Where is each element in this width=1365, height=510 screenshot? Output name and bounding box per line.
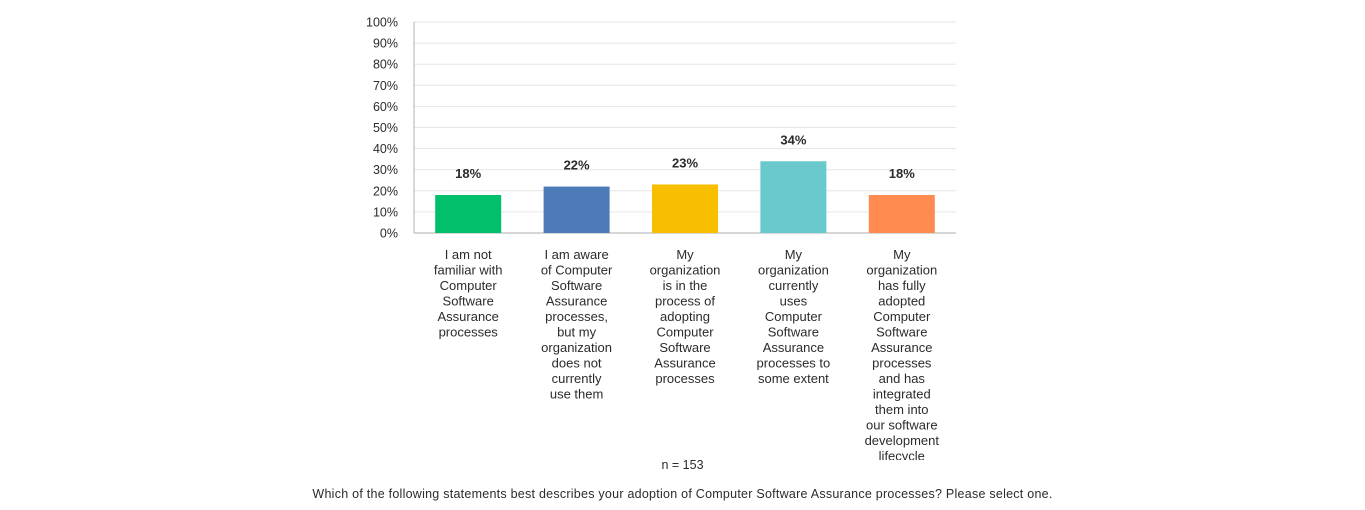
x-tick-label-line: Computer (873, 309, 931, 324)
x-tick-label-line: process of (655, 294, 715, 309)
x-tick-label-line: development (865, 433, 940, 448)
x-tick-label: My organization is in the process of adoptin… (650, 247, 721, 386)
x-tick-label-line: them into (875, 402, 928, 417)
x-tick-label-line: Computer (440, 278, 498, 293)
bar-chart: 0% 10% 20% 30% 40% 50% 60% 70% 80% 90% 100% 18% I am… (366, 16, 956, 460)
y-tick-label: 90% (373, 37, 398, 51)
x-tick-label-line: does not (552, 356, 602, 371)
data-label: 34% (780, 132, 806, 147)
x-tick-label-line: Assurance (654, 356, 715, 371)
x-tick-label-line: Software (659, 340, 710, 355)
x-tick-label-line: I am not (445, 247, 492, 262)
y-tick-label: 0% (380, 227, 398, 241)
x-tick-label-line: processes, (545, 309, 608, 324)
bar (652, 184, 718, 233)
x-tick-label-line: our software (866, 418, 938, 433)
x-tick-label-line: Computer (656, 325, 714, 340)
data-label: 18% (889, 166, 915, 181)
x-tick-label-line: integrated (873, 387, 931, 402)
x-tick-label-line: currently (768, 278, 818, 293)
x-tick-label-line: has fully (878, 278, 926, 293)
bar (760, 161, 827, 233)
bar (435, 195, 502, 233)
x-tick-label-line: currently (552, 371, 602, 386)
x-tick-label-line: but my (557, 325, 597, 340)
x-tick-label-line: Software (551, 278, 602, 293)
y-tick-label: 30% (373, 163, 398, 177)
x-tick-label-line: My (676, 247, 694, 262)
x-tick-label-line: and has (879, 371, 926, 386)
x-tick-label-line: use them (550, 387, 603, 402)
y-tick-label: 40% (373, 142, 398, 156)
survey-question: Which of the following statements best d… (312, 487, 1053, 501)
x-tick-label-line: Software (443, 294, 494, 309)
x-tick-label: My organization has fully adopted Computer So… (865, 247, 940, 460)
x-tick-label-line: I am aware (544, 247, 608, 262)
sample-size-note: n = 153 (661, 458, 704, 472)
x-tick-label-line: My (785, 247, 803, 262)
x-tick-label-line: familiar with (434, 263, 503, 278)
x-tick-label-line: My (893, 247, 911, 262)
x-tick-label-line: of Computer (541, 263, 613, 278)
x-tick-label-line: Assurance (437, 309, 498, 324)
x-tick-label-line: processes (872, 356, 932, 371)
y-tick-label: 10% (373, 205, 398, 219)
x-tick-label: My organization currently uses Computer Softw… (757, 247, 831, 386)
x-tick-label-line: Assurance (871, 340, 932, 355)
x-tick-label-line: adopting (660, 309, 710, 324)
x-tick-label-line: organization (541, 340, 612, 355)
x-tick-label-line: is in the (663, 278, 708, 293)
y-tick-label: 60% (373, 100, 398, 114)
x-tick-label-line: organization (866, 263, 937, 278)
x-tick-label-line: some extent (758, 371, 829, 386)
bar (543, 186, 610, 233)
x-tick-label-line: Computer (765, 309, 823, 324)
x-tick-label-line: uses (780, 294, 808, 309)
x-tick-label: I am not familiar with Computer Software Ass… (434, 247, 503, 340)
y-tick-label: 100% (366, 16, 398, 30)
y-tick-label: 80% (373, 58, 398, 72)
x-tick-label-line: lifecycle (879, 449, 925, 461)
x-tick-label-line: Assurance (546, 294, 607, 309)
y-tick-label: 20% (373, 184, 398, 198)
data-label: 22% (564, 158, 590, 173)
y-tick-label: 70% (373, 79, 398, 93)
data-label: 23% (672, 155, 698, 170)
x-tick-label-line: processes (439, 325, 499, 340)
x-tick-label-line: Software (876, 325, 927, 340)
x-tick-label-line: processes (655, 371, 715, 386)
x-tick-label: I am aware of Computer Software Assurance pr… (541, 247, 613, 402)
x-tick-label-line: Software (768, 325, 819, 340)
x-tick-label-line: organization (650, 263, 721, 278)
data-label: 18% (455, 166, 481, 181)
x-tick-label-line: Assurance (763, 340, 824, 355)
x-tick-label-line: adopted (878, 294, 925, 309)
x-tick-label-line: processes to (757, 356, 831, 371)
x-tick-label-line: organization (758, 263, 829, 278)
y-tick-label: 50% (373, 121, 398, 135)
bar (868, 195, 935, 233)
